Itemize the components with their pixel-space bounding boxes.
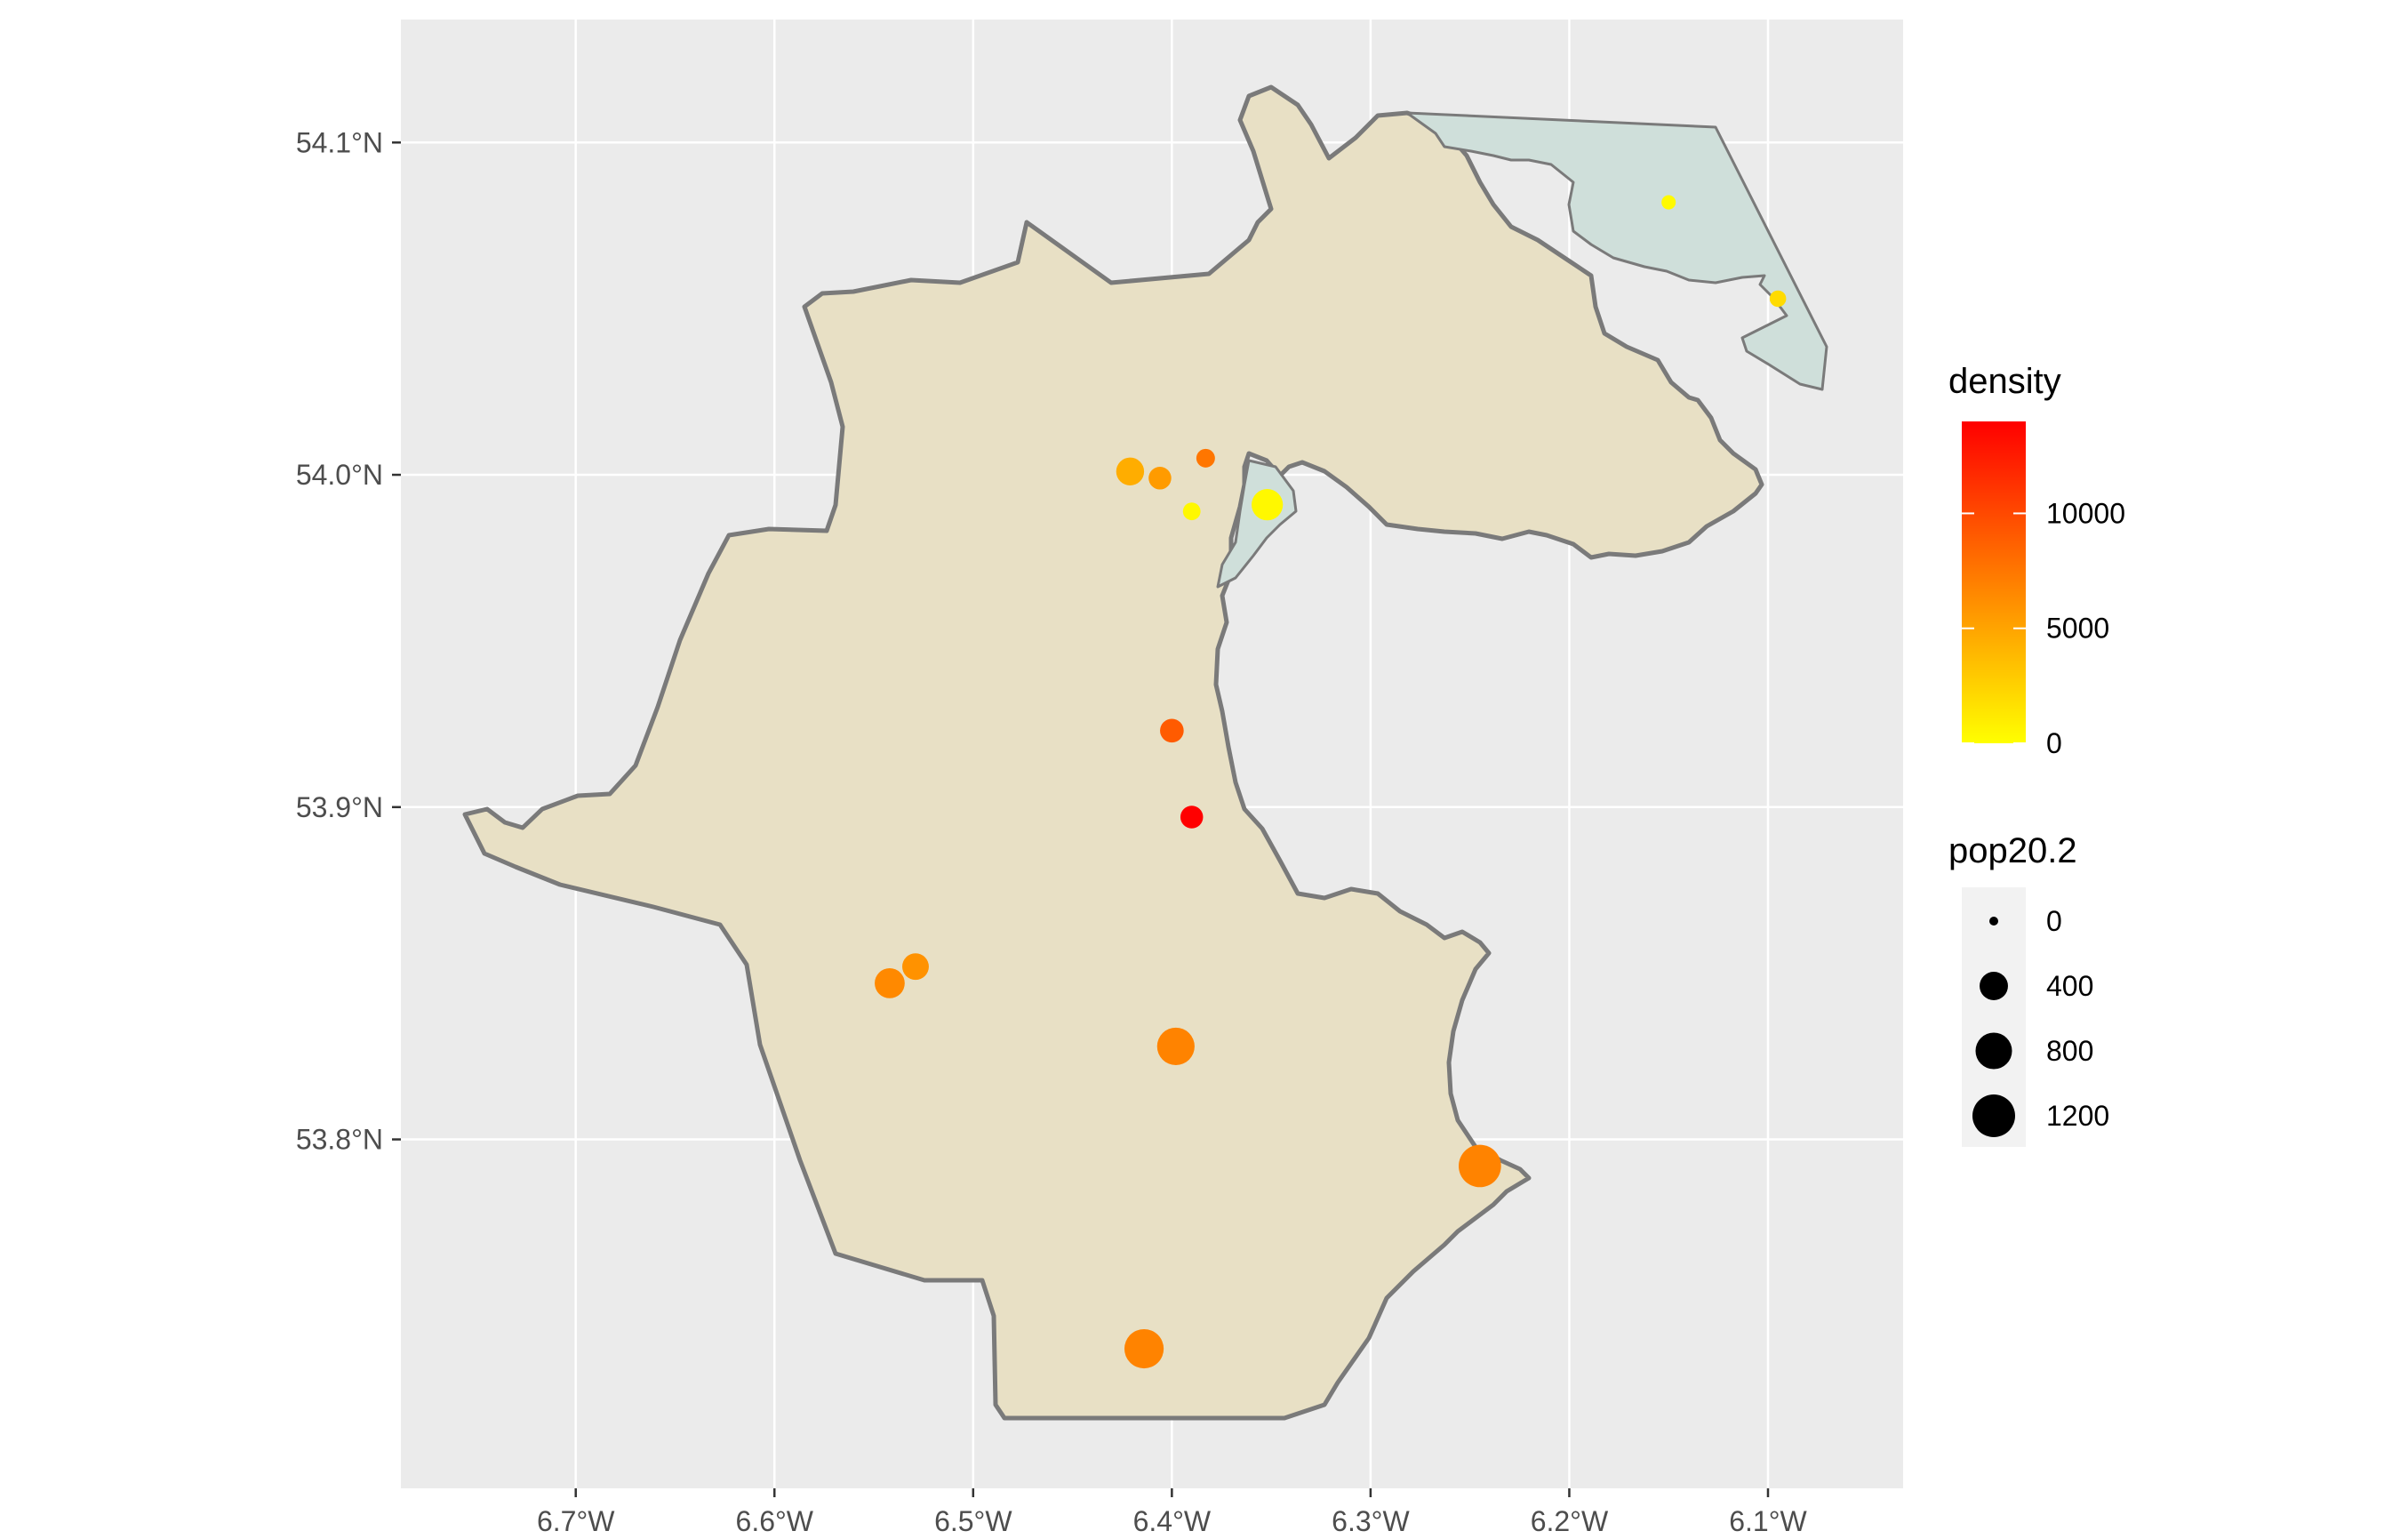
pop-legend-key	[1972, 1094, 2015, 1137]
town-point	[1661, 195, 1676, 210]
density-break-label: 0	[2046, 727, 2062, 759]
town-points	[875, 195, 1787, 1369]
x-tick-label: 6.7°W	[537, 1505, 615, 1537]
density-break-label: 10000	[2046, 497, 2125, 529]
colorbar-ticks: 0 5000 10000	[1962, 497, 2125, 759]
x-tick-label: 6.5°W	[934, 1505, 1012, 1537]
pop-break-label: 400	[2046, 970, 2093, 1002]
pop-legend: pop20.2 0 400 800 1200	[1948, 831, 2109, 1147]
density-legend: density 0 5000 10000	[1948, 362, 2125, 759]
y-tick-label: 53.9°N	[296, 791, 383, 823]
town-point	[1148, 467, 1172, 490]
x-tick-label: 6.6°W	[736, 1505, 814, 1537]
x-tick-label: 6.1°W	[1729, 1505, 1807, 1537]
density-legend-title: density	[1948, 362, 2061, 401]
town-point	[1180, 806, 1204, 829]
x-tick-label: 6.2°W	[1531, 1505, 1609, 1537]
town-point	[875, 968, 905, 998]
y-tick-label: 54.0°N	[296, 459, 383, 491]
y-axis: 54.1°N 54.0°N 53.9°N 53.8°N	[296, 126, 401, 1156]
density-colorbar	[1962, 421, 2026, 743]
pop-break-label: 1200	[2046, 1100, 2109, 1132]
pop-break-label: 0	[2046, 905, 2062, 937]
town-point	[1459, 1144, 1501, 1188]
town-point	[902, 953, 929, 981]
town-point	[1156, 1027, 1195, 1065]
density-break-label: 5000	[2046, 613, 2109, 645]
town-point	[1116, 457, 1145, 485]
pop-legend-key	[1989, 917, 1998, 926]
pop-break-label: 800	[2046, 1035, 2093, 1067]
town-point	[1124, 1328, 1164, 1369]
y-tick-label: 54.1°N	[296, 126, 383, 158]
y-tick-label: 53.8°N	[296, 1124, 383, 1156]
town-point	[1196, 448, 1215, 468]
x-tick-label: 6.4°W	[1133, 1505, 1212, 1537]
pop-legend-key	[1980, 972, 2008, 1000]
x-tick-label: 6.3°W	[1332, 1505, 1410, 1537]
town-point	[1252, 489, 1284, 521]
town-point	[1769, 290, 1787, 308]
north-coastal-strip	[1405, 111, 1828, 391]
pop-legend-key	[1975, 1032, 2012, 1070]
x-axis: 6.7°W 6.6°W 6.5°W 6.4°W 6.3°W 6.2°W 6.1°W	[537, 1488, 1808, 1537]
pop-legend-title: pop20.2	[1948, 831, 2077, 870]
town-point	[1160, 718, 1184, 743]
county-region	[462, 84, 1764, 1421]
town-point	[1182, 502, 1201, 521]
pop-legend-keys: 0 400 800 1200	[1972, 905, 2109, 1137]
